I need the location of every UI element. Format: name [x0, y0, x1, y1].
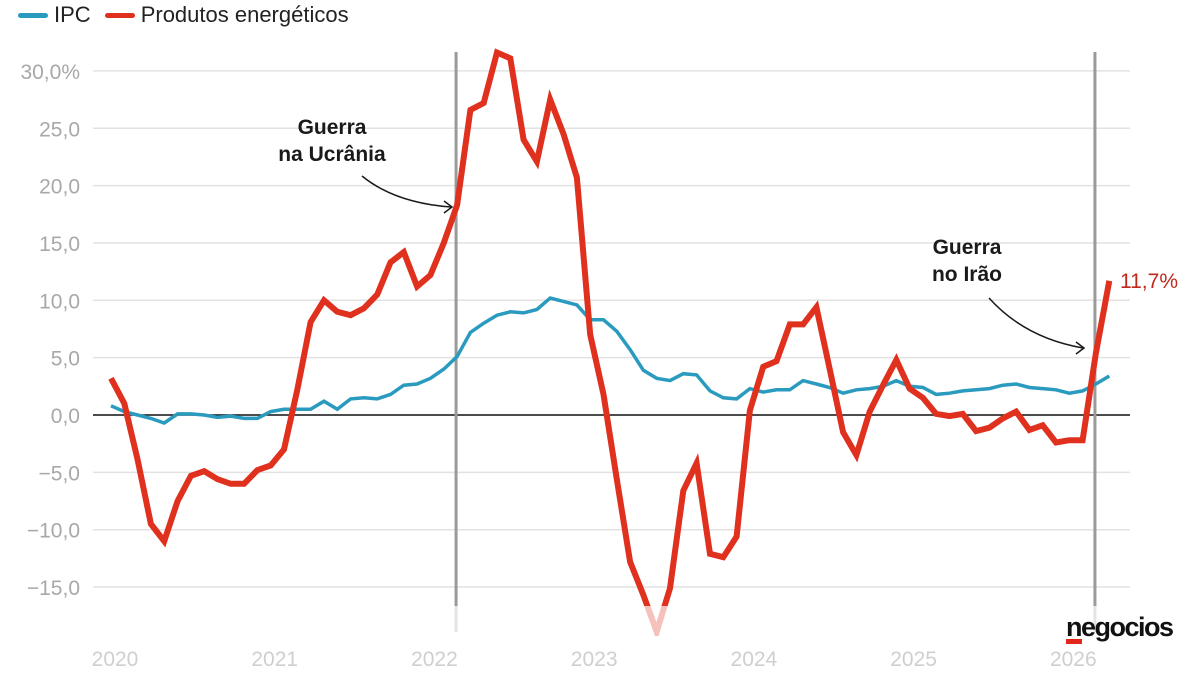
annotation-iran-arrowhead: [1075, 341, 1086, 355]
annotation-iran-line2: no Irão: [932, 263, 1002, 286]
series-line-fade-ipc: [111, 298, 1109, 423]
legend-item-ipc[interactable]: IPC: [18, 2, 91, 28]
y-tick-label: 20,0: [39, 176, 80, 199]
x-tick-label: 2022: [411, 648, 458, 671]
logo-red-bar: [1066, 639, 1082, 644]
chart-legend: IPC Produtos energéticos: [18, 2, 363, 28]
annotation-ukraine-line2: na Ucrânia: [278, 143, 386, 166]
last-value-label: 11,7%: [1120, 270, 1178, 293]
annotations: Guerra na Ucrânia Guerra no Irão 11,7%: [278, 116, 1178, 355]
x-tick-label: 2026: [1050, 648, 1097, 671]
negocios-logo: negocios: [1066, 612, 1174, 644]
series-lines: [108, 48, 1113, 636]
y-tick-label: 0,0: [51, 405, 80, 428]
legend-label-ipc: IPC: [54, 2, 91, 27]
series-line-ipc: [110, 296, 1111, 425]
y-tick-label: 10,0: [39, 290, 80, 313]
x-tick-label: 2020: [92, 648, 139, 671]
y-tick-label: 5,0: [51, 348, 80, 371]
x-tick-label: 2024: [731, 648, 778, 671]
annotation-iran-arrow: [988, 297, 1084, 349]
legend-label-energy: Produtos energéticos: [140, 2, 349, 27]
y-tick-label: −10,0: [27, 520, 80, 543]
x-tick-label: 2025: [890, 648, 937, 671]
annotation-ukraine-line1: Guerra: [298, 116, 367, 139]
series-line-fade-energy: [644, 606, 668, 636]
annotation-ukraine-arrow: [361, 175, 452, 208]
y-tick-label: −15,0: [27, 577, 80, 600]
legend-swatch-energy: [104, 12, 135, 18]
series-line-energy: [108, 48, 1113, 606]
legend-swatch-ipc: [18, 12, 48, 18]
y-axis-ticks: 30,0% 25,0 20,0 15,0 10,0 5,0 0,0 −5,0 −10,0 −15,…: [20, 61, 80, 600]
x-tick-label: 2021: [251, 648, 298, 671]
x-axis-ticks: 2020 2021 2022 2023 2024 2025 2026: [92, 648, 1097, 671]
event-lines: [454, 52, 1097, 632]
y-tick-label: −5,0: [39, 462, 80, 485]
y-tick-label: 15,0: [39, 233, 80, 256]
annotation-ukraine-arrowhead: [443, 200, 454, 214]
x-tick-label: 2023: [571, 648, 618, 671]
legend-item-energy[interactable]: Produtos energéticos: [104, 2, 349, 28]
y-tick-label: 30,0%: [20, 61, 80, 84]
logo-text: negocios: [1066, 612, 1174, 642]
y-tick-label: 25,0: [39, 118, 80, 141]
annotation-iran-line1: Guerra: [933, 236, 1002, 259]
